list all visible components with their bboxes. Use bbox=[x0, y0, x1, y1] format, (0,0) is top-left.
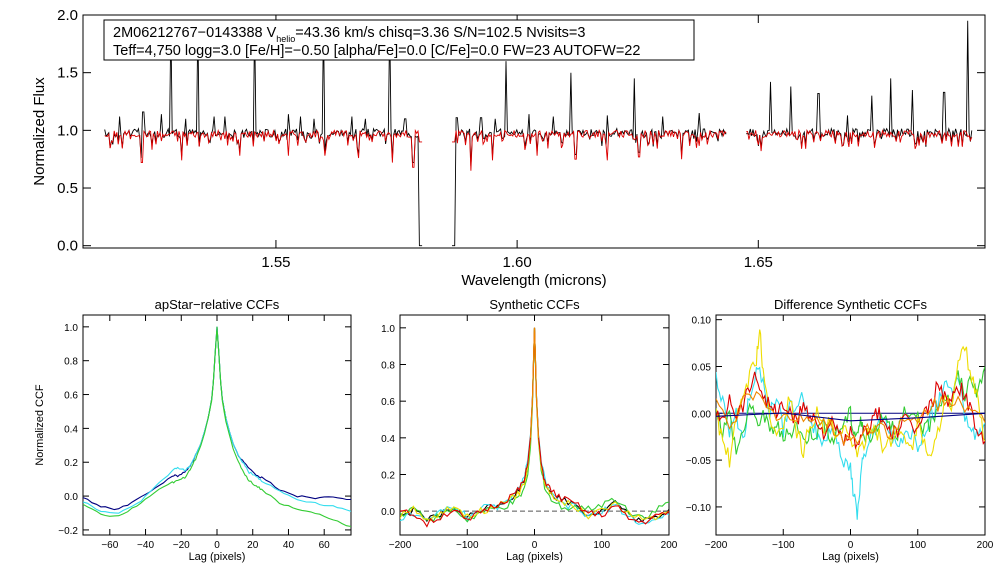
difference-ccf-xtick-label: 100 bbox=[909, 540, 926, 551]
apstar-ccf-xtick-label: −40 bbox=[137, 540, 154, 551]
synthetic-ccf-ytick-label: 0.0 bbox=[381, 507, 395, 518]
apstar-ccf-xtick-label: −20 bbox=[173, 540, 190, 551]
synthetic-ccf-xtick-label: 200 bbox=[661, 540, 678, 551]
synthetic-ccf-title: Synthetic CCFs bbox=[489, 297, 580, 312]
synthetic-ccf-xtick-label: −100 bbox=[456, 540, 479, 551]
spectrum-frame bbox=[82, 14, 986, 249]
synthetic-ccf-ytick-label: 1.0 bbox=[381, 324, 395, 335]
difference-ccf-series-green bbox=[716, 366, 985, 455]
apstar-ccf-series-visit-2 bbox=[83, 328, 351, 528]
apstar-ccf-title: apStar−relative CCFs bbox=[155, 297, 280, 312]
apstar-ccf-ytick-label: 0.2 bbox=[64, 458, 78, 469]
difference-ccf-xtick-label: −100 bbox=[772, 540, 795, 551]
apstar-ccf-ytick-label: 0.6 bbox=[64, 391, 78, 402]
difference-ccf-series-cyan bbox=[716, 366, 985, 520]
apstar-ccf-ytick-label: 0.8 bbox=[64, 357, 78, 368]
difference-ccf-series-yellow bbox=[716, 329, 985, 468]
apstar-ccf-xtick-label: 60 bbox=[319, 540, 331, 551]
synthetic-ccf-xlabel: Lag (pixels) bbox=[506, 551, 563, 563]
apstar-ccf-xtick-label: 40 bbox=[283, 540, 295, 551]
observed-spectrum-chip-3 bbox=[746, 20, 973, 147]
spectrum-ylabel: Normalized Flux bbox=[31, 77, 48, 186]
spectrum-ytick-label: 1.0 bbox=[57, 122, 78, 139]
synthetic-ccf-traces bbox=[400, 327, 669, 528]
spectrum-traces bbox=[104, 20, 973, 247]
synthetic-ccf-series-visit-2 bbox=[400, 327, 669, 523]
synthetic-ccf-ytick-label: 0.4 bbox=[381, 434, 395, 445]
difference-ccf-title: Difference Synthetic CCFs bbox=[774, 297, 927, 312]
apstar-ccf-ytick-label: −0.2 bbox=[58, 526, 78, 537]
spectrum-xtick-label: 1.60 bbox=[503, 254, 532, 271]
model-spectrum-chip-2 bbox=[452, 129, 727, 171]
difference-ccf-series-red bbox=[716, 371, 985, 450]
apstar-ccf-series-combined bbox=[83, 326, 351, 511]
synthetic-ccf-series-visit-1 bbox=[400, 327, 669, 525]
apstar-ccf-panel: −60 −40 −20 0 20 40 60 −0.2 0.0 0.2 0.4 0.6 0.8 1.0 La… bbox=[34, 297, 352, 563]
difference-ccf-xtick-label: 200 bbox=[977, 540, 994, 551]
apstar-ccf-ytick-label: 1.0 bbox=[64, 323, 78, 334]
difference-ccf-xlabel: Lag (pixels) bbox=[822, 551, 879, 563]
synthetic-ccf-ytick-label: 0.2 bbox=[381, 471, 395, 482]
apstar-ccf-traces bbox=[83, 326, 351, 528]
synthetic-ccf-xtick-label: 0 bbox=[532, 540, 538, 551]
difference-ccf-traces bbox=[716, 329, 985, 520]
model-spectrum-chip-3 bbox=[746, 128, 973, 152]
spectrum-panel: 1.55 1.60 1.65 0.0 0.5 1.0 1.5 2.0 Wavelength (m… bbox=[31, 7, 986, 289]
apstar-ccf-xtick-label: 20 bbox=[247, 540, 259, 551]
spectrum-ytick-label: 0.5 bbox=[57, 180, 78, 197]
synthetic-ccf-ytick-label: 0.6 bbox=[381, 397, 395, 408]
synthetic-ccf-xtick-label: 100 bbox=[593, 540, 610, 551]
synthetic-ccf-series-visit-4 bbox=[400, 327, 669, 528]
apstar-ccf-xtick-label: 0 bbox=[214, 540, 220, 551]
difference-ccf-ytick-label: −0.10 bbox=[686, 503, 712, 514]
synthetic-ccf-panel: −200 −100 0 100 200 0.0 0.2 0.4 0.6 0.8 1.0 Lag (pi… bbox=[381, 297, 678, 563]
difference-ccf-panel: −200 −100 0 100 200 −0.10 −0.05 0.00 0.05 0.10 Lag… bbox=[686, 297, 994, 563]
spectrum-xtick-label: 1.65 bbox=[744, 254, 773, 271]
synthetic-ccf-ytick-label: 0.8 bbox=[381, 361, 395, 372]
difference-ccf-xtick-label: −200 bbox=[705, 540, 728, 551]
spectrum-ytick-label: 0.0 bbox=[57, 238, 78, 255]
synthetic-ccf-series-visit-5 bbox=[529, 327, 540, 438]
synthetic-ccf-xtick-label: −200 bbox=[389, 540, 412, 551]
apstar-ccf-xtick-label: −60 bbox=[101, 540, 118, 551]
apstar-ccf-ytick-label: 0.4 bbox=[64, 424, 78, 435]
difference-ccf-frame bbox=[715, 314, 986, 536]
apstar-ccf-ylabel: Normalized CCF bbox=[34, 384, 46, 466]
difference-ccf-xtick-label: 0 bbox=[848, 540, 854, 551]
apstar-ccf-xlabel: Lag (pixels) bbox=[189, 551, 246, 563]
apstar-ccf-series-visit-3 bbox=[207, 326, 227, 419]
difference-ccf-ytick-label: 0.00 bbox=[692, 409, 712, 420]
difference-ccf-ytick-label: 0.05 bbox=[692, 362, 712, 373]
apstar-ccf-ytick-label: 0.0 bbox=[64, 492, 78, 503]
spectrum-ytick-label: 1.5 bbox=[57, 65, 78, 82]
synthetic-ccf-series-visit-3 bbox=[400, 327, 669, 522]
difference-ccf-series-combined bbox=[716, 412, 985, 422]
difference-ccf-series-orange bbox=[716, 391, 985, 447]
model-spectrum-chip-1 bbox=[104, 128, 423, 168]
spectrum-xlabel: Wavelength (microns) bbox=[461, 272, 606, 289]
apstar-ccf-series-visit-1 bbox=[83, 326, 351, 514]
spectrum-xtick-label: 1.55 bbox=[261, 254, 290, 271]
synthetic-ccf-series-combined bbox=[400, 327, 669, 523]
spectrum-ytick-label: 2.0 bbox=[57, 7, 78, 24]
difference-ccf-ytick-label: −0.05 bbox=[686, 456, 712, 467]
difference-ccf-ytick-label: 0.10 bbox=[692, 316, 712, 327]
